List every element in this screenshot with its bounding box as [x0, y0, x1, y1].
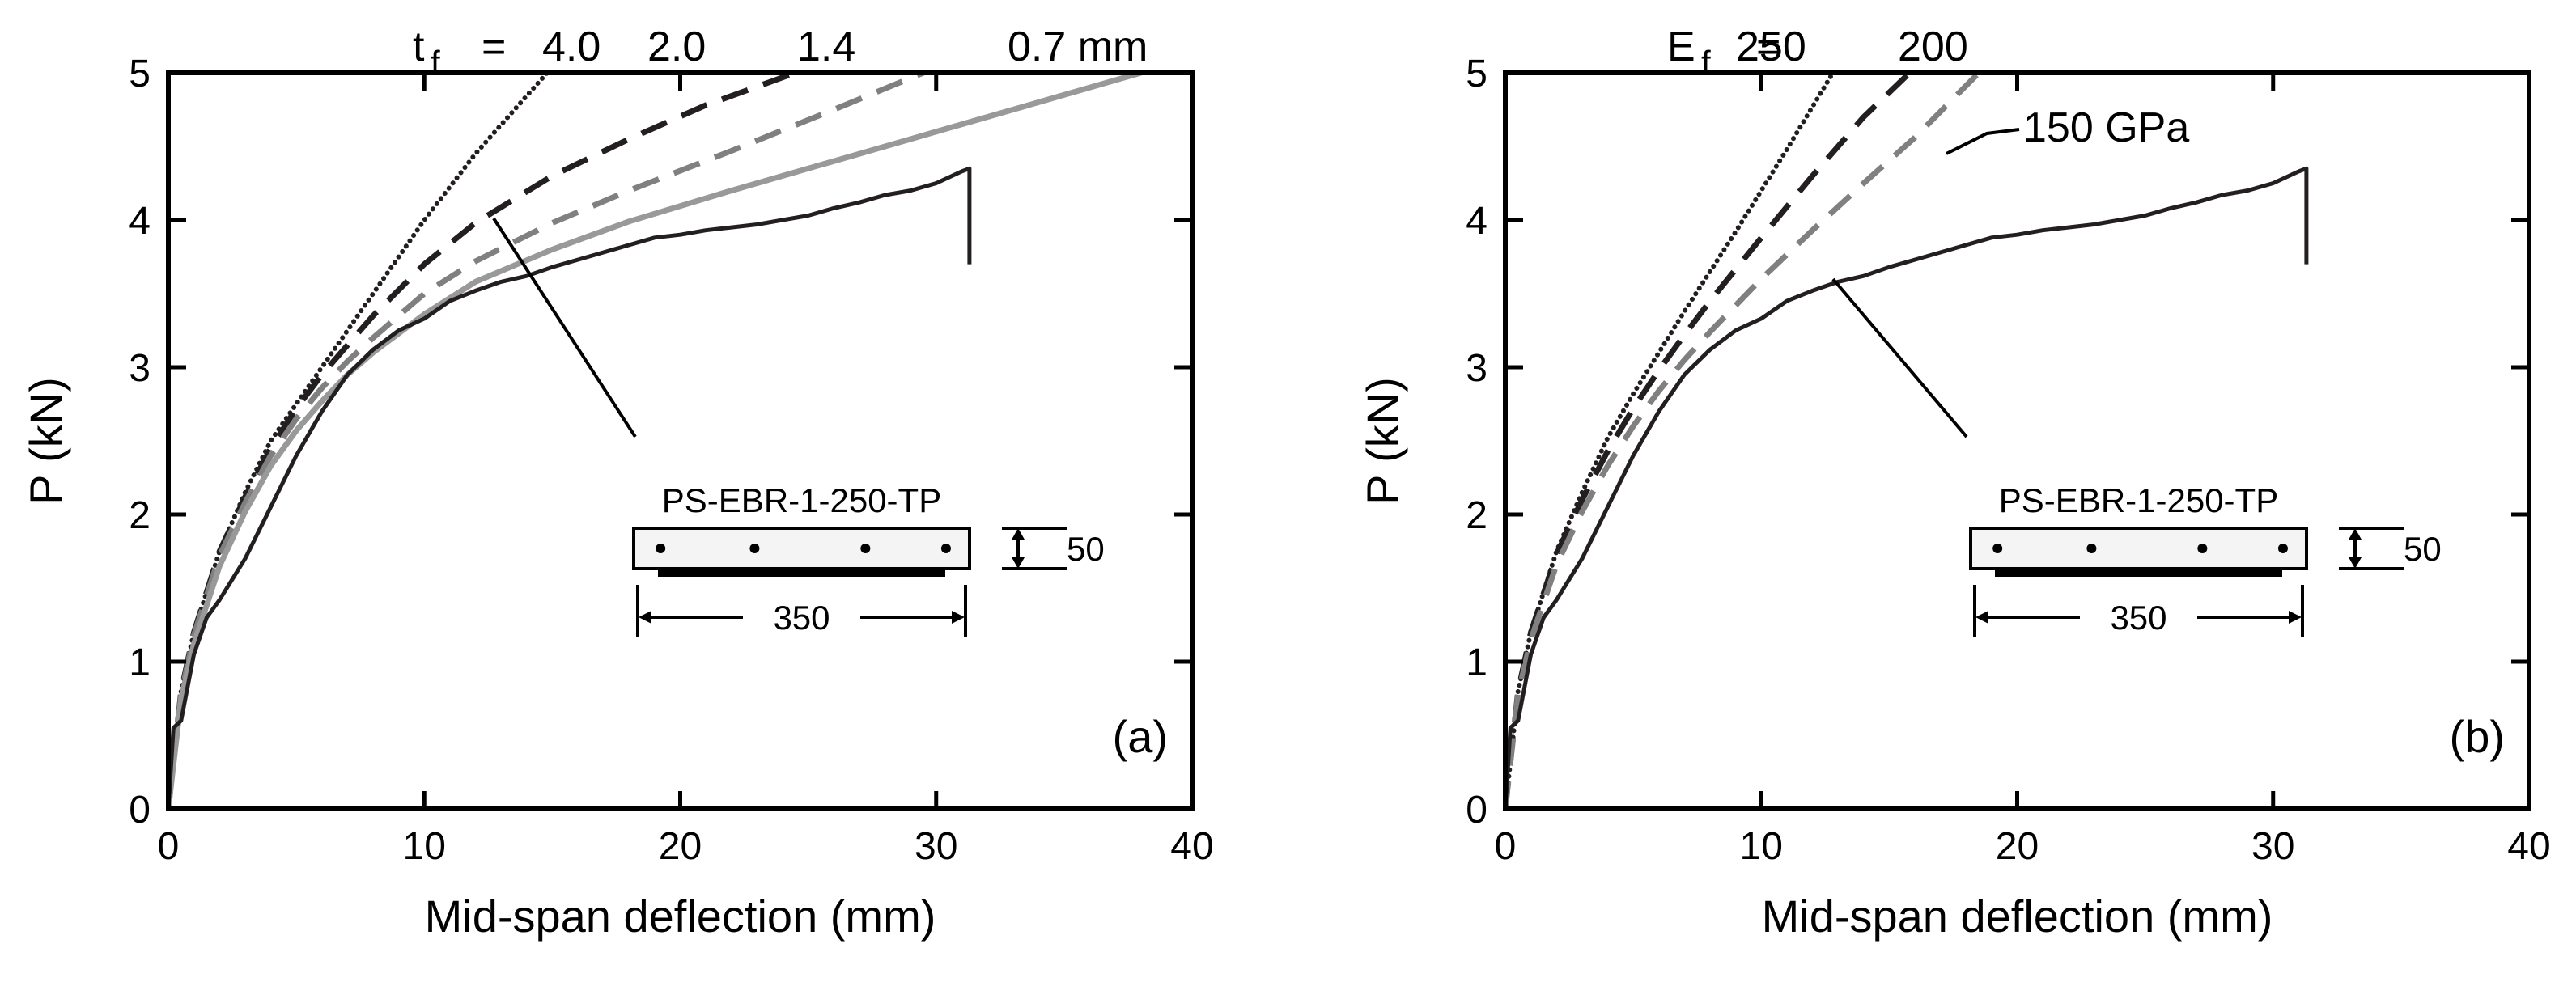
y-tick-label: 2: [1466, 494, 1487, 537]
specimen-leader: [1831, 277, 1968, 438]
series-label: 0.7 mm: [1008, 23, 1148, 70]
param-equals: =: [482, 23, 506, 70]
series-label: 1.4: [797, 23, 855, 70]
dim-height: 50: [1067, 530, 1105, 568]
series-line-3: [1505, 166, 2309, 809]
series-line-4: [168, 166, 972, 809]
x-tick-label: 10: [403, 825, 446, 868]
param-subscript: f: [431, 44, 440, 82]
x-tick-label: 40: [2507, 825, 2550, 868]
y-tick-label: 3: [1466, 347, 1487, 390]
prestress-bar: [1992, 544, 2003, 553]
y-tick-label: 4: [1466, 200, 1487, 243]
x-tick-label: 0: [158, 825, 180, 868]
param-symbol: E: [1667, 23, 1695, 70]
prestress-bar: [656, 544, 666, 553]
x-tick-label: 0: [1495, 825, 1517, 868]
beam-section: [632, 527, 971, 570]
x-tick-label: 30: [915, 825, 957, 868]
y-axis-label: P (kN): [1357, 377, 1408, 505]
y-tick-label: 2: [129, 494, 151, 537]
dim-height: 50: [2404, 530, 2442, 568]
series-line-2: [168, 73, 925, 809]
y-tick-label: 1: [129, 641, 151, 684]
param-equals: =: [1756, 23, 1780, 70]
series-label: 200: [1898, 23, 1968, 70]
x-axis-label: Mid-span deflection (mm): [1762, 891, 2273, 942]
dim-arrowheads: [2349, 528, 2362, 569]
y-tick-label: 0: [1466, 789, 1487, 832]
prestress-bar: [2086, 544, 2097, 553]
specimen-label: PS-EBR-1-250-TP: [1999, 481, 2278, 519]
y-tick-label: 5: [1466, 53, 1487, 95]
dim-arrowheads: [1012, 528, 1025, 569]
panel-b: 0 10 20 30 40 0 1 2 3 4 5 Mid-span deflection (mm) P…: [1357, 23, 2551, 942]
panel-a: 0 10 20 30 40 0 1 2 3 4 5 Mid-span deflection (mm) P…: [20, 23, 1214, 942]
callout-leader: [1946, 128, 2020, 155]
y-tick-label: 1: [1466, 641, 1487, 684]
y-axis-label: P (kN): [20, 377, 71, 505]
dim-length: 350: [773, 599, 830, 637]
param-symbol: t: [413, 23, 425, 70]
series-label: 250: [1736, 23, 1806, 70]
series-line-0: [1505, 73, 1835, 809]
dim-length: 350: [2110, 599, 2166, 637]
prestress-bar: [860, 544, 871, 553]
plot-frame: [1503, 70, 2531, 811]
prestress-bar: [2197, 544, 2208, 553]
series-line-1: [1505, 73, 1912, 809]
y-tick-label: 4: [129, 200, 151, 243]
x-tick-label: 10: [1740, 825, 1783, 868]
series-label: 150 GPa: [2023, 104, 2189, 151]
prestress-bar: [2277, 544, 2288, 553]
y-tick-label: 3: [129, 347, 151, 390]
x-tick-label: 40: [1170, 825, 1213, 868]
series-label: 2.0: [647, 23, 706, 70]
frp-strip: [658, 569, 945, 577]
x-tick-label: 30: [2251, 825, 2294, 868]
prestress-bar: [749, 544, 760, 553]
x-axis-label: Mid-span deflection (mm): [425, 891, 936, 942]
y-tick-label: 0: [129, 789, 151, 832]
prestress-bar: [940, 544, 951, 553]
plot-frame: [166, 70, 1195, 811]
series-label: 4.0: [542, 23, 601, 70]
x-tick-label: 20: [659, 825, 702, 868]
panel-tag: (b): [2450, 711, 2505, 762]
series-line-3: [168, 73, 1142, 809]
frp-strip: [1995, 569, 2282, 577]
series-line-2: [1505, 73, 1981, 809]
series-line-1: [168, 73, 796, 809]
y-tick-label: 5: [129, 53, 151, 95]
panel-tag: (a): [1113, 711, 1168, 762]
specimen-leader: [492, 217, 637, 438]
x-tick-label: 20: [1996, 825, 2039, 868]
series-line-0: [168, 73, 550, 809]
specimen-label: PS-EBR-1-250-TP: [662, 481, 941, 519]
beam-section: [1969, 527, 2308, 570]
param-subscript: f: [1701, 44, 1711, 82]
